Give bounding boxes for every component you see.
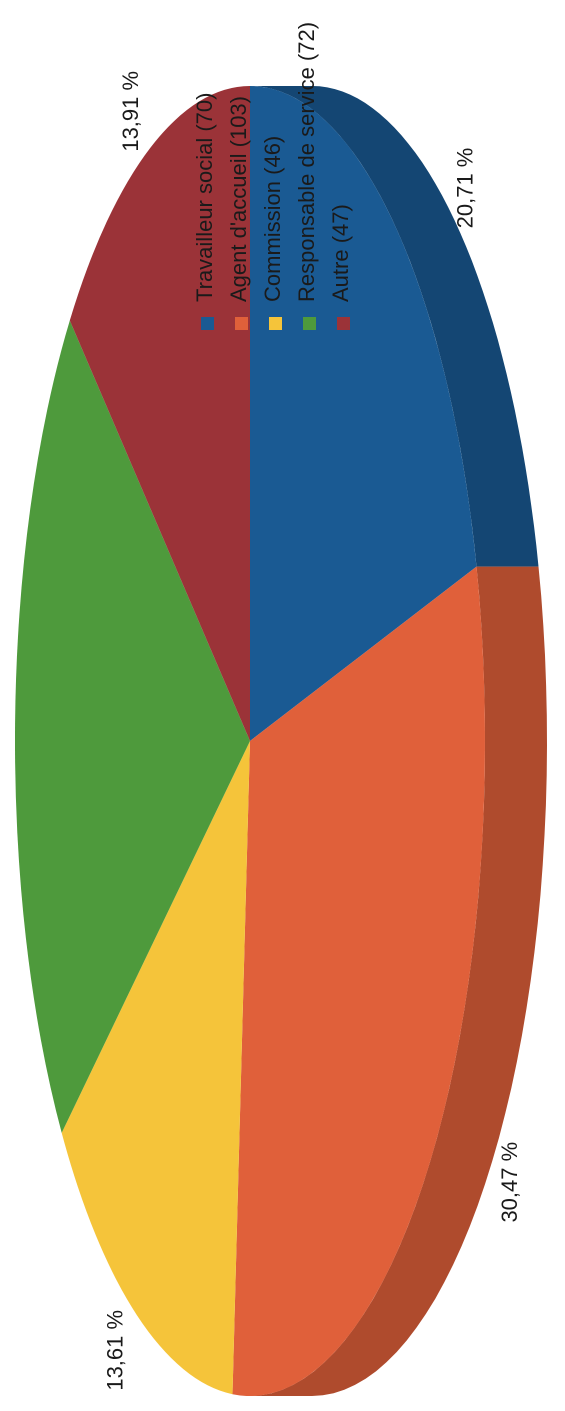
legend-item-responsable-service: Responsable de service (72)	[292, 0, 326, 330]
pie-percent-label-0: 20,71 %	[453, 148, 478, 229]
legend-item-commission: Commission (46)	[258, 0, 292, 330]
legend-label: Agent d'accueil (103)	[226, 96, 251, 302]
legend-item-autre: Autre (47)	[326, 0, 360, 330]
pie-side-0	[250, 86, 539, 567]
legend-label: Commission (46)	[260, 135, 285, 302]
pie-top-group	[14, 86, 485, 1397]
legend-label: Travailleur social (70)	[192, 92, 217, 302]
pie-slice-3	[14, 320, 250, 1133]
legend-item-agent-accueil: Agent d'accueil (103)	[224, 0, 258, 330]
pie-slice-2	[61, 741, 251, 1395]
legend-swatch-autre	[337, 317, 350, 330]
legend-swatch-responsable-service	[303, 317, 316, 330]
pie-label-group: 20,71 %30,47 %13,61 %21,30 %13,91 %	[103, 71, 522, 1391]
pie-percent-label-1: 30,47 %	[497, 1142, 522, 1223]
pie-side-group	[250, 86, 547, 1396]
pie-percent-label-2: 13,61 %	[103, 1310, 128, 1391]
legend-swatch-travailleur-social	[201, 317, 214, 330]
legend-label: Autre (47)	[328, 204, 353, 302]
pie-percent-label-4: 13,91 %	[118, 71, 143, 152]
legend-swatch-agent-accueil	[235, 317, 248, 330]
legend-label: Responsable de service (72)	[294, 21, 319, 302]
pie-side-1	[250, 566, 547, 1396]
legend: Travailleur social (70) Agent d'accueil …	[190, 0, 353, 330]
pie-slice-4	[69, 86, 250, 741]
pie-slice-0	[250, 86, 477, 741]
legend-item-travailleur-social: Travailleur social (70)	[190, 0, 224, 330]
pie-slice-1	[232, 566, 485, 1397]
legend-swatch-commission	[269, 317, 282, 330]
